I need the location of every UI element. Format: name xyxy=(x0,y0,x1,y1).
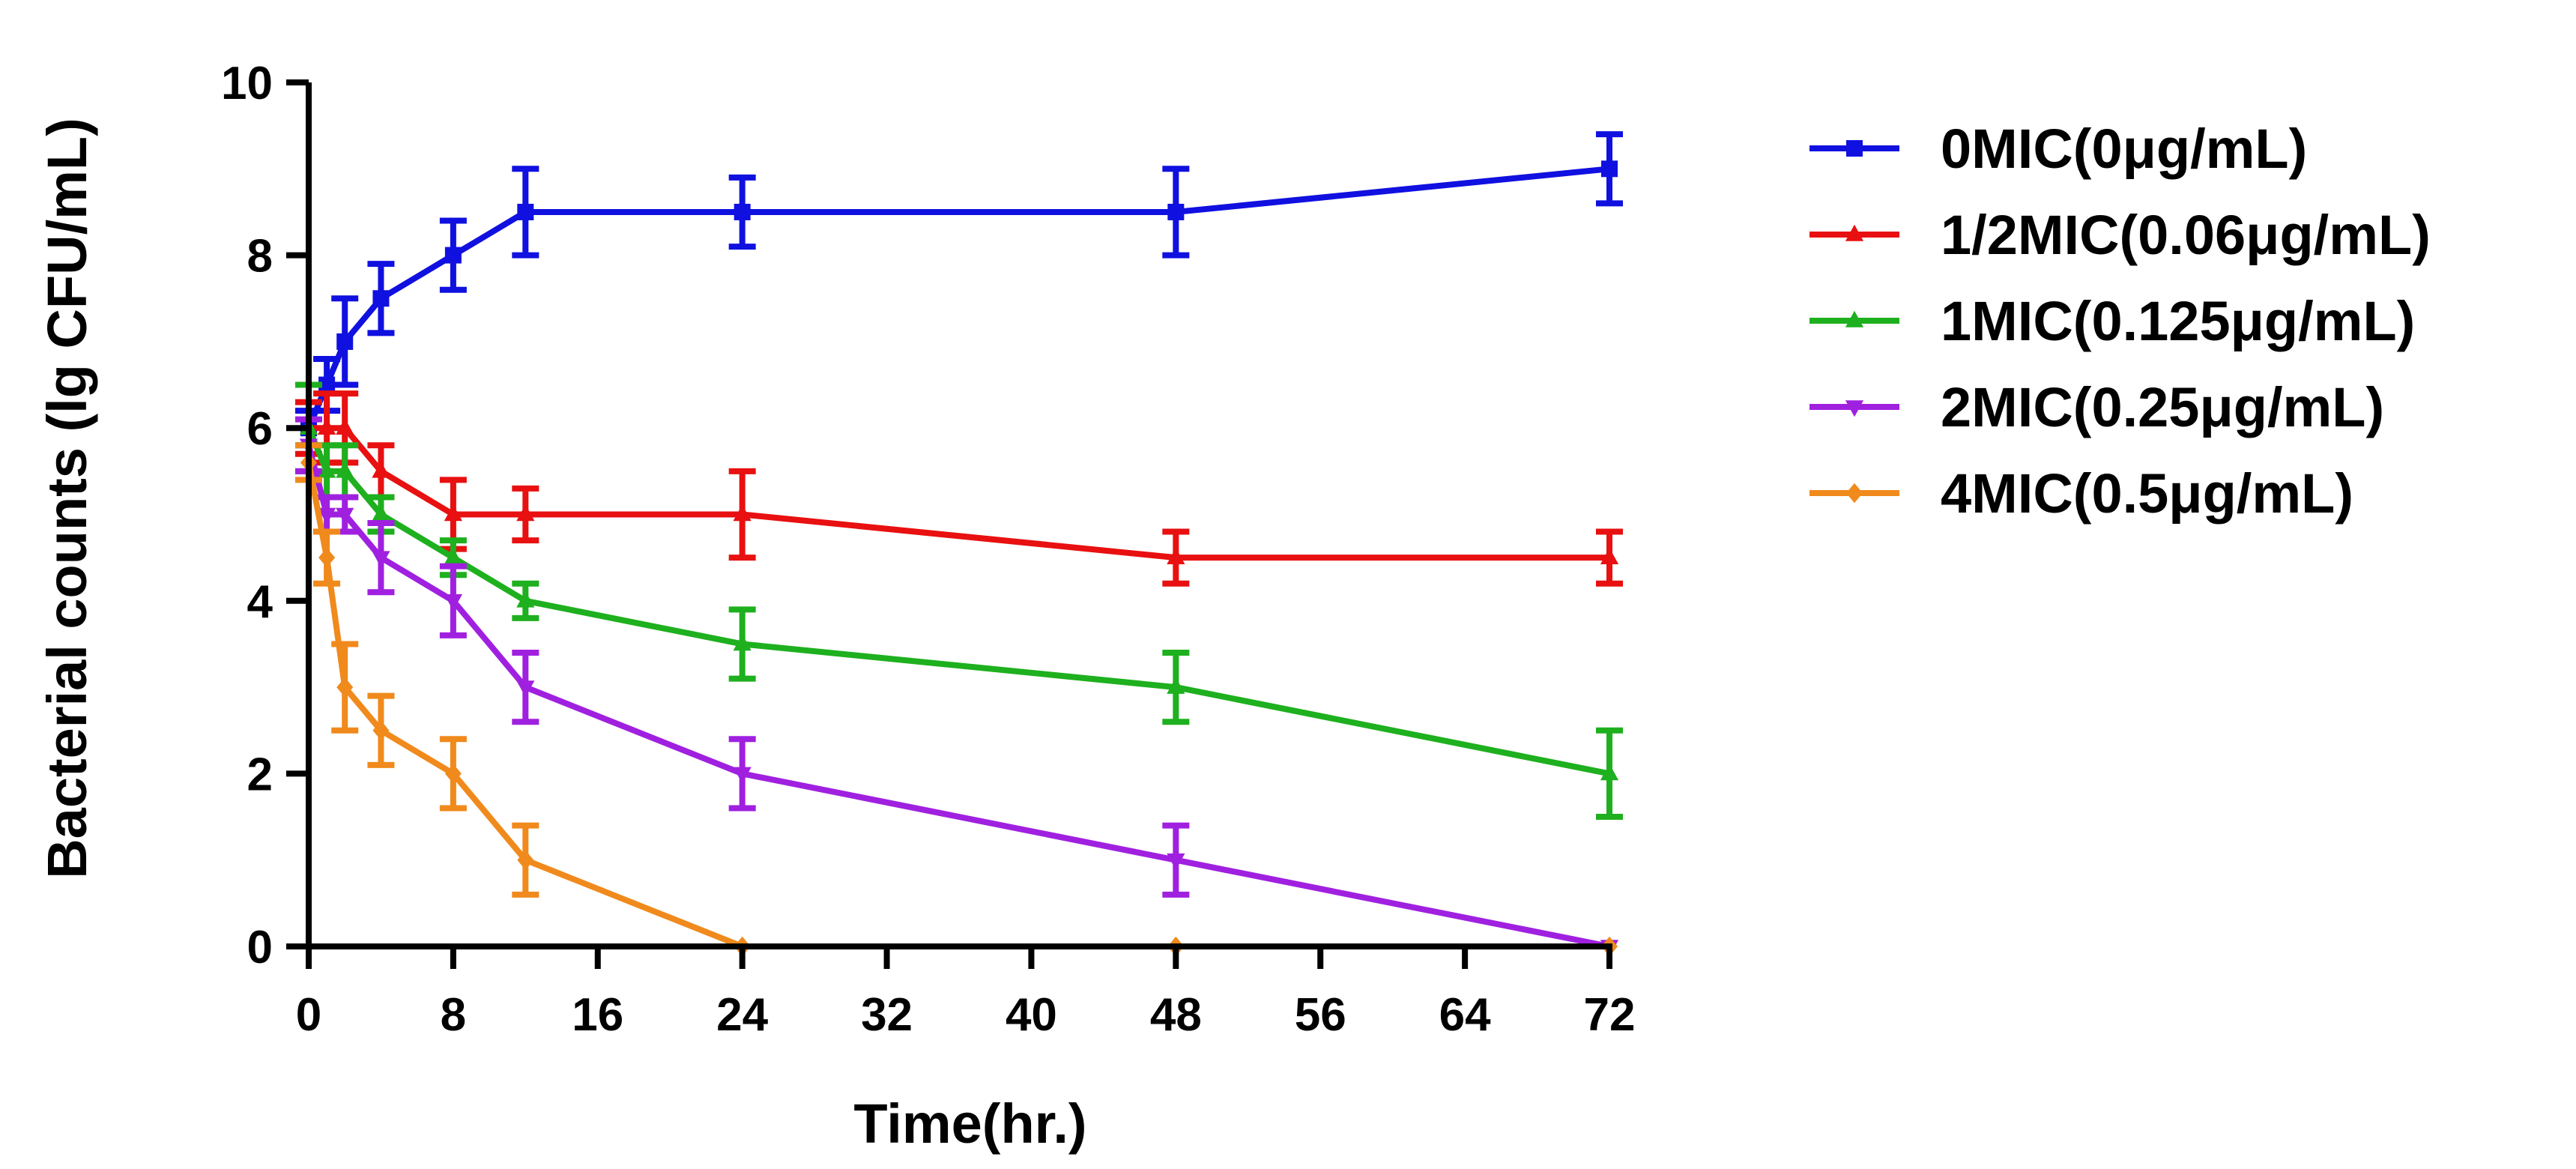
y-tick-label: 6 xyxy=(247,403,273,455)
data-point xyxy=(1167,853,1185,870)
series-line xyxy=(309,425,1609,561)
x-tick-label: 32 xyxy=(861,989,913,1041)
legend-swatch-marker xyxy=(1845,400,1864,417)
legend-item-4: 2MIC(0.25μg/mL) xyxy=(1809,376,2384,438)
x-tick-label: 0 xyxy=(296,989,321,1041)
data-point xyxy=(372,551,390,568)
data-point xyxy=(733,767,752,784)
data-point xyxy=(1167,547,1185,564)
data-point xyxy=(516,590,535,608)
data-point xyxy=(336,677,354,698)
data-point xyxy=(318,547,336,568)
data-point xyxy=(733,504,752,522)
data-point xyxy=(1601,160,1618,178)
x-tick-label: 48 xyxy=(1150,989,1202,1041)
x-tick-label: 72 xyxy=(1584,989,1636,1041)
legend-label: 2MIC(0.25μg/mL) xyxy=(1941,376,2384,438)
legend-label: 4MIC(0.5μg/mL) xyxy=(1941,462,2353,525)
data-point xyxy=(516,680,535,698)
data-point xyxy=(444,764,462,784)
y-tick-label: 0 xyxy=(247,922,273,973)
x-tick-label: 64 xyxy=(1439,989,1491,1041)
data-point xyxy=(336,418,354,435)
data-point xyxy=(444,594,462,611)
data-point xyxy=(318,376,336,393)
legend-item-3: 1MIC(0.125μg/mL) xyxy=(1809,290,2415,352)
data-point xyxy=(336,333,354,350)
data-point xyxy=(372,720,390,740)
data-point xyxy=(517,850,534,870)
legend-label: 1MIC(0.125μg/mL) xyxy=(1941,290,2415,352)
series-4 xyxy=(295,416,1619,957)
data-point xyxy=(1600,547,1619,564)
legend-item-2: 1/2MIC(0.06μg/mL) xyxy=(1809,204,2431,266)
series-5 xyxy=(295,442,1618,957)
data-point xyxy=(733,634,752,651)
data-point xyxy=(444,247,462,264)
data-point xyxy=(372,290,390,307)
data-point xyxy=(1167,203,1185,220)
x-tick-label: 24 xyxy=(716,989,768,1041)
data-point xyxy=(318,507,336,525)
y-tick-label: 8 xyxy=(247,231,273,283)
data-point xyxy=(444,547,462,564)
x-tick-label: 8 xyxy=(441,989,466,1041)
y-tick-label: 2 xyxy=(247,749,273,800)
series-2 xyxy=(295,390,1623,587)
series-line xyxy=(306,426,1610,777)
data-point xyxy=(318,461,336,478)
legend-label: 0MIC(0μg/mL) xyxy=(1941,118,2307,180)
data-point xyxy=(517,203,534,220)
y-tick-label: 4 xyxy=(247,576,273,628)
legend-item-5: 4MIC(0.5μg/mL) xyxy=(1809,462,2353,525)
legend: 0MIC(0μg/mL) 1/2MIC(0.06μg/mL) 1MIC(0.125μ… xyxy=(1809,118,2431,525)
legend-item-1: 0MIC(0μg/mL) xyxy=(1809,118,2307,180)
data-point xyxy=(516,504,535,522)
data-point xyxy=(336,507,354,525)
x-tick-label: 40 xyxy=(1006,989,1057,1041)
legend-label: 1/2MIC(0.06μg/mL) xyxy=(1941,204,2431,266)
legend-swatch-marker xyxy=(1845,310,1864,327)
data-point xyxy=(318,418,336,435)
data-point xyxy=(336,461,354,478)
x-tick-label: 56 xyxy=(1295,989,1346,1041)
data-point xyxy=(372,461,390,478)
series-3 xyxy=(295,381,1623,821)
data-point xyxy=(1600,764,1619,781)
x-tick-label: 16 xyxy=(572,989,623,1041)
data-point xyxy=(444,504,462,522)
data-point xyxy=(1167,677,1185,694)
legend-swatch-marker xyxy=(1846,140,1863,157)
data-point xyxy=(372,504,390,522)
series-1 xyxy=(295,131,1623,449)
y-tick-label: 10 xyxy=(221,58,273,109)
series-line xyxy=(306,166,1610,429)
legend-swatch-marker xyxy=(1846,483,1863,504)
legend-swatch-marker xyxy=(1845,224,1864,241)
series-line xyxy=(306,444,1610,949)
series-layer xyxy=(295,131,1623,957)
y-axis-title: Bacterial counts (lg CFU/mL) xyxy=(36,118,98,879)
x-axis-title: Time(hr.) xyxy=(853,1093,1086,1155)
data-point xyxy=(734,203,751,220)
